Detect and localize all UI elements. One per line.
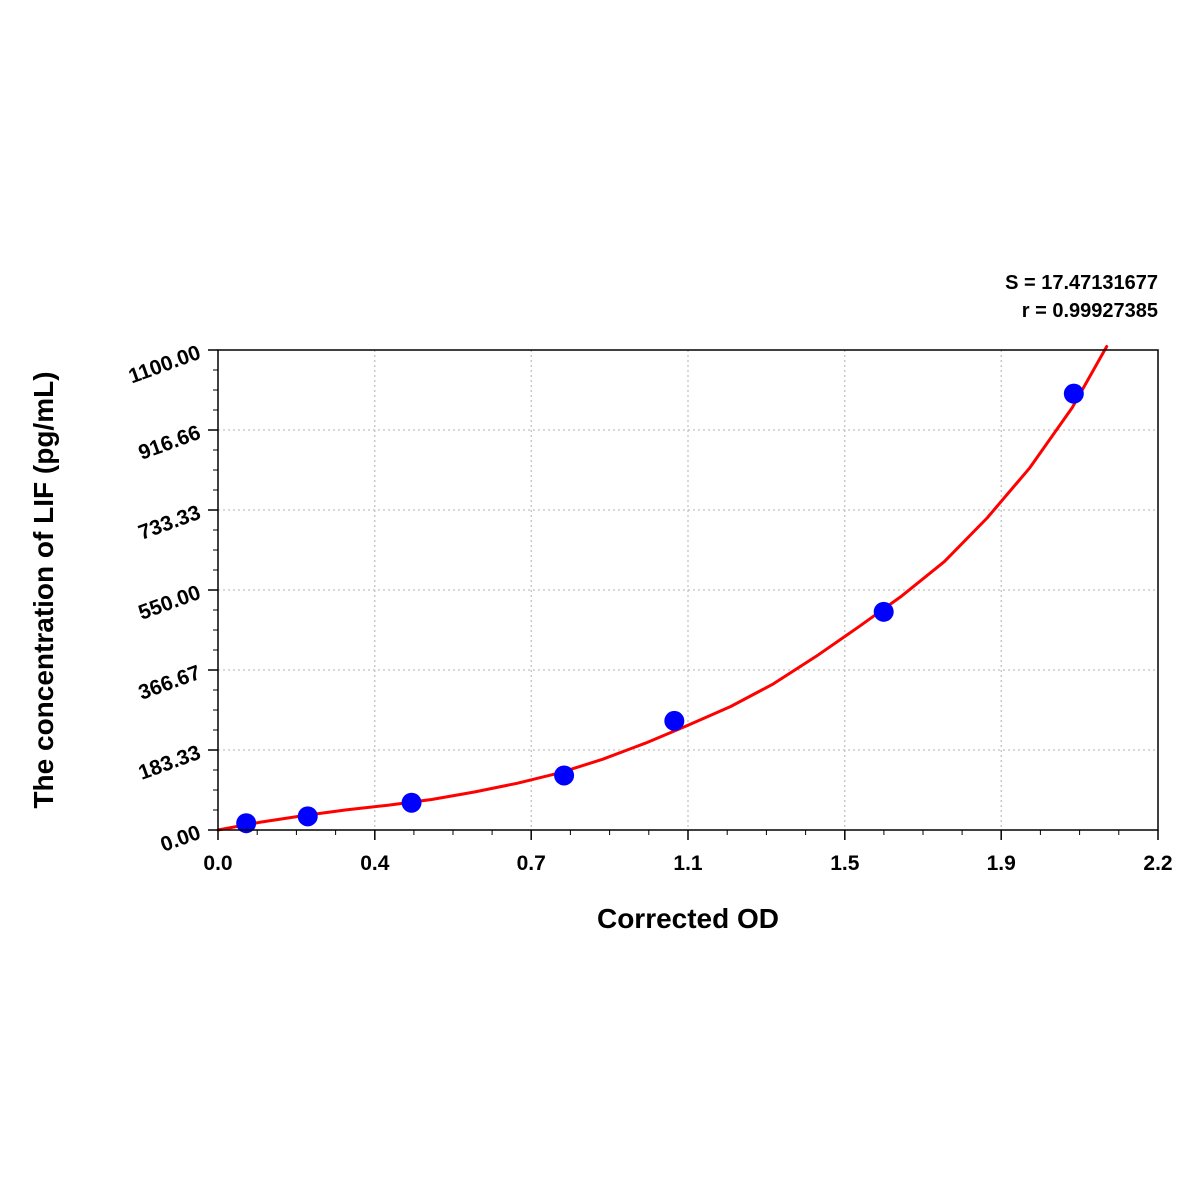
x-ticks: 0.0 0.4 0.7 1.1 1.5 1.9 2.2 — [203, 830, 1173, 875]
data-point — [236, 813, 257, 834]
y-tick-label: 733.33 — [135, 501, 203, 545]
data-point — [873, 601, 894, 622]
x-tick-label: 2.2 — [1143, 852, 1172, 875]
x-axis-label: Corrected OD — [596, 903, 780, 934]
fit-curve-line — [216, 345, 1109, 832]
data-point — [297, 806, 318, 827]
data-points — [236, 383, 1084, 834]
x-tick-label: 1.5 — [830, 852, 860, 875]
y-tick-label: 916.66 — [135, 421, 203, 465]
y-ticks: 0.00 183.33 366.67 550.00 733.33 916.66 1100.0… — [126, 341, 218, 857]
x-tick-label: 1.9 — [987, 852, 1016, 875]
data-point — [1063, 383, 1084, 404]
data-point — [664, 710, 685, 731]
x-tick-label: 0.4 — [360, 852, 390, 875]
r-statistic: r = 0.99927385 — [1021, 300, 1158, 322]
y-tick-label: 550.00 — [135, 581, 203, 625]
y-tick-label: 0.00 — [157, 821, 203, 857]
s-statistic: S = 17.47131677 — [1005, 272, 1158, 294]
fit-curve — [216, 345, 1109, 832]
y-tick-label: 1100.00 — [126, 341, 204, 388]
x-tick-label: 0.7 — [517, 852, 546, 875]
x-tick-label: 0.0 — [203, 852, 232, 875]
grid-lines — [218, 350, 1158, 830]
y-axis-label: The concentration of LIF (pg/mL) — [28, 371, 59, 809]
data-point — [554, 765, 575, 786]
y-tick-label: 183.33 — [135, 741, 203, 785]
y-tick-label: 366.67 — [135, 661, 203, 705]
x-tick-label: 1.1 — [673, 852, 703, 875]
data-point — [401, 792, 422, 813]
